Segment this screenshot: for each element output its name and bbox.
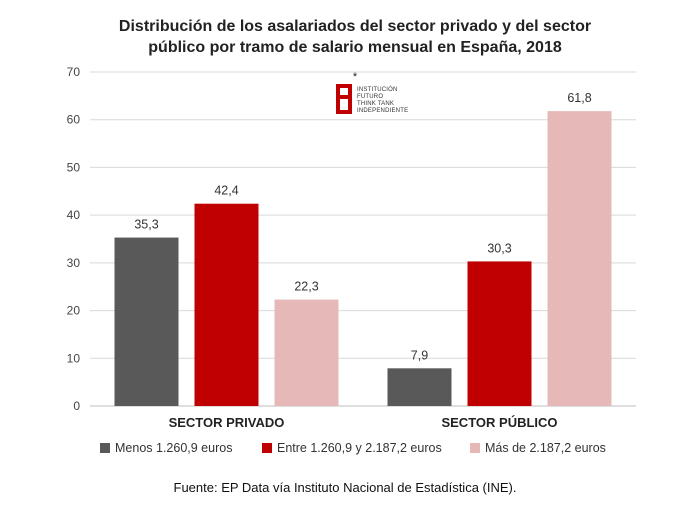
source-note: Fuente: EP Data vía Instituto Nacional d… xyxy=(174,480,517,495)
y-axis-ticks: 0 10 20 30 40 50 60 70 xyxy=(67,65,81,413)
logo: * INSTITUCIÓN FUTURO THINK TANK INDEPEND… xyxy=(336,71,408,114)
bar xyxy=(194,203,259,406)
bar-value-label: 35,3 xyxy=(134,218,158,232)
y-tick-label: 30 xyxy=(67,256,81,270)
category-label: SECTOR PRIVADO xyxy=(169,415,285,430)
chart-title-line-2: público por tramo de salario mensual en … xyxy=(148,39,562,56)
legend-entry: Entre 1.260,9 y 2.187,2 euros xyxy=(277,441,442,455)
logo-line-3: THINK TANK xyxy=(357,101,394,107)
y-tick-label: 60 xyxy=(67,113,81,127)
category-labels: SECTOR PRIVADO SECTOR PÚBLICO xyxy=(169,415,558,430)
bar xyxy=(274,299,339,406)
legend-entry: Más de 2.187,2 euros xyxy=(485,441,606,455)
logo-line-2: FUTURO xyxy=(357,94,383,100)
data-labels: 35,3 42,4 22,3 7,9 30,3 61,8 xyxy=(134,91,591,362)
y-tick-label: 20 xyxy=(67,304,81,318)
y-tick-label: 40 xyxy=(67,208,81,222)
logo-asterisk: * xyxy=(353,71,358,83)
legend-swatch xyxy=(470,443,480,453)
bar-value-label: 30,3 xyxy=(487,241,511,255)
logo-mark-icon xyxy=(336,84,352,114)
legend: Menos 1.260,9 euros Entre 1.260,9 y 2.187… xyxy=(100,441,606,455)
bar xyxy=(387,368,452,406)
legend-entry: Menos 1.260,9 euros xyxy=(115,441,232,455)
legend-swatch xyxy=(262,443,272,453)
bar-value-label: 7,9 xyxy=(411,348,428,362)
bar xyxy=(114,237,179,406)
logo-line-1: INSTITUCIÓN xyxy=(357,86,398,93)
bar-value-label: 22,3 xyxy=(294,280,318,294)
category-label: SECTOR PÚBLICO xyxy=(441,415,557,430)
y-tick-label: 70 xyxy=(67,65,81,79)
legend-swatch xyxy=(100,443,110,453)
bar xyxy=(547,111,612,406)
bar-value-label: 42,4 xyxy=(214,184,238,198)
chart-title: Distribución de los asalariados del sect… xyxy=(119,18,591,56)
logo-line-4: INDEPENDIENTE xyxy=(357,108,408,114)
bars xyxy=(114,111,612,406)
bar xyxy=(467,261,532,406)
bar-value-label: 61,8 xyxy=(567,91,591,105)
y-tick-label: 10 xyxy=(67,351,81,365)
y-tick-label: 50 xyxy=(67,160,81,174)
chart-title-line-1: Distribución de los asalariados del sect… xyxy=(119,18,591,35)
y-tick-label: 0 xyxy=(73,399,80,413)
gridlines xyxy=(90,71,636,407)
